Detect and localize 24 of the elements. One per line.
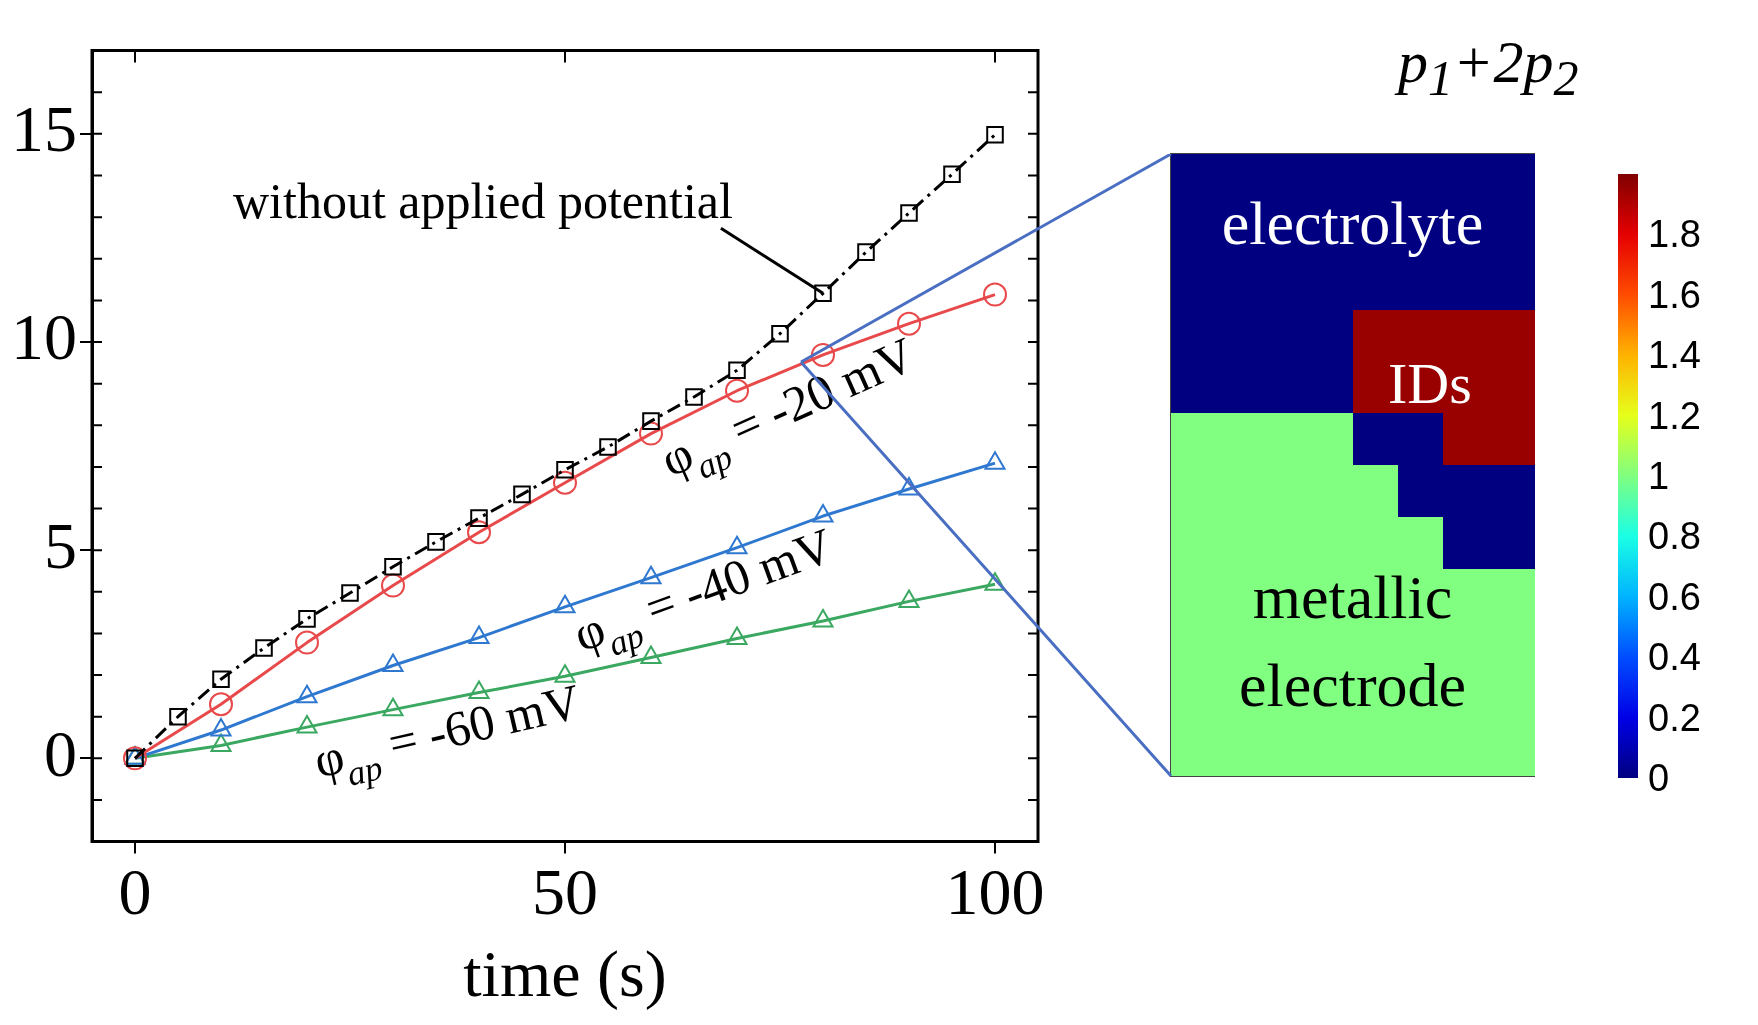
color-bar-label: 0 <box>1648 756 1670 800</box>
y-tick-label: 10 <box>11 300 77 374</box>
color-bar-label: 1.4 <box>1648 333 1701 378</box>
color-bar-label: 1.8 <box>1648 212 1701 257</box>
color-bar-label: 0.8 <box>1648 514 1701 559</box>
color-bar-label: 0.6 <box>1648 574 1701 619</box>
y-tick-label: 15 <box>11 92 77 166</box>
y-tick-label: 5 <box>44 508 77 582</box>
annotation: electrolyte <box>1220 188 1485 259</box>
color-bar-label: 1.6 <box>1648 272 1701 317</box>
annotation: φap = -60 mV <box>308 672 586 794</box>
y-tick-label: 0 <box>44 716 77 790</box>
x-axis-title: time (s) <box>463 936 667 1011</box>
annotation: IDs <box>1388 350 1472 417</box>
annotation: φap = -40 mV <box>566 516 841 664</box>
color-bar-label: 1 <box>1648 454 1670 498</box>
x-tick-label: 0 <box>118 854 152 928</box>
annotation: φap = -20 mV <box>652 326 923 488</box>
x-tick-label: 50 <box>532 854 598 928</box>
x-tick-label: 100 <box>945 854 1045 928</box>
annotation: without applied potential <box>233 173 733 230</box>
color-bar-label: 1.2 <box>1648 393 1701 438</box>
color-bar-label: 0.2 <box>1648 695 1701 740</box>
color-bar-label: 0.4 <box>1648 635 1701 680</box>
